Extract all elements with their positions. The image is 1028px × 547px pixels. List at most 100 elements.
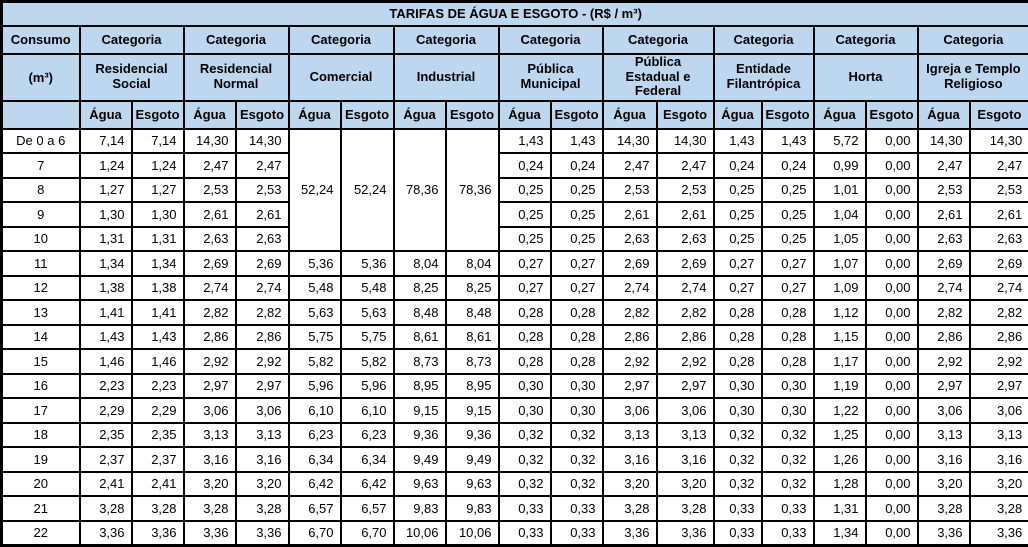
value-cell: 0,24 bbox=[497, 152, 552, 179]
value-cell: 0,28 bbox=[549, 348, 604, 375]
value-cell: 2,35 bbox=[78, 421, 133, 449]
value-cell: 14,30 bbox=[916, 127, 971, 154]
value-cell: 8,73 bbox=[444, 348, 500, 375]
consumo-cell: 20 bbox=[0, 470, 81, 498]
value-cell: 3,36 bbox=[78, 519, 133, 547]
value-cell: 0,30 bbox=[549, 397, 604, 424]
value-cell: 0,28 bbox=[712, 299, 763, 326]
table-row: 21 3,28 3,28 3,28 3,28 6,57 6,57 9,83 9,83 0,33 0,… bbox=[0, 495, 1028, 522]
value-cell: 0,32 bbox=[760, 421, 815, 449]
value-cell: 0,27 bbox=[760, 250, 815, 277]
agua-header-cell-1: Água bbox=[182, 99, 237, 130]
consumo-cell: 11 bbox=[0, 250, 81, 277]
value-cell: 0,32 bbox=[549, 470, 604, 498]
table-row: 9 1,30 1,30 2,61 2,61 0,25 0,25 2,61 2,61 0,25 0,2… bbox=[0, 201, 1028, 228]
consumo-cell: 22 bbox=[0, 519, 81, 547]
value-cell: 6,10 bbox=[339, 397, 395, 424]
consumo-unit-cell: (m³) bbox=[0, 52, 81, 102]
value-cell: 3,36 bbox=[234, 519, 290, 547]
value-cell: 2,23 bbox=[130, 372, 185, 400]
corner-empty-cell bbox=[0, 99, 81, 130]
value-cell: 2,63 bbox=[182, 225, 237, 253]
value-cell: 0,33 bbox=[712, 519, 763, 547]
value-cell: 0,33 bbox=[497, 495, 552, 522]
value-cell: 9,15 bbox=[392, 397, 447, 424]
value-cell: 2,35 bbox=[130, 421, 185, 449]
value-cell: 1,43 bbox=[712, 127, 763, 154]
value-cell: 2,82 bbox=[968, 299, 1028, 326]
value-cell: 8,48 bbox=[392, 299, 447, 326]
value-cell: 2,53 bbox=[968, 176, 1028, 204]
value-cell: 3,36 bbox=[601, 519, 658, 547]
category-name-cell-5: Pública Estadual e Federal bbox=[601, 52, 715, 102]
value-cell: 2,61 bbox=[968, 201, 1028, 228]
value-cell: 14,30 bbox=[182, 127, 237, 154]
value-cell: 3,06 bbox=[655, 397, 715, 424]
value-cell: 1,46 bbox=[130, 348, 185, 375]
value-cell: 0,00 bbox=[864, 299, 919, 326]
value-cell: 8,25 bbox=[444, 274, 500, 302]
value-cell: 1,24 bbox=[78, 152, 133, 179]
category-name-cell-8: Igreja e Templo Religioso bbox=[916, 52, 1028, 102]
consumo-cell: 19 bbox=[0, 446, 81, 473]
value-cell: 9,49 bbox=[392, 446, 447, 473]
value-cell: 8,95 bbox=[392, 372, 447, 400]
value-cell: 3,36 bbox=[916, 519, 971, 547]
value-cell: 2,82 bbox=[601, 299, 658, 326]
value-cell: 3,13 bbox=[234, 421, 290, 449]
consumo-cell: De 0 a 6 bbox=[0, 127, 81, 154]
value-cell: 2,86 bbox=[655, 323, 715, 351]
esgoto-header-cell-0: Esgoto bbox=[130, 99, 185, 130]
agua-header-cell-2: Água bbox=[287, 99, 342, 130]
value-cell: 1,30 bbox=[130, 201, 185, 228]
table-row: 18 2,35 2,35 3,13 3,13 6,23 6,23 9,36 9,36 0,32 0,… bbox=[0, 421, 1028, 449]
value-cell: 2,86 bbox=[182, 323, 237, 351]
value-cell: 8,04 bbox=[392, 250, 447, 277]
value-cell: 0,00 bbox=[864, 274, 919, 302]
value-cell: 2,47 bbox=[234, 152, 290, 179]
consumo-cell: 18 bbox=[0, 421, 81, 449]
value-cell: 1,41 bbox=[130, 299, 185, 326]
value-cell: 0,32 bbox=[760, 470, 815, 498]
table-row: 15 1,46 1,46 2,92 2,92 5,82 5,82 8,73 8,73 0,28 0,… bbox=[0, 348, 1028, 375]
category-name-cell-2: Comercial bbox=[287, 52, 395, 102]
value-cell: 0,30 bbox=[712, 397, 763, 424]
value-cell: 2,82 bbox=[655, 299, 715, 326]
value-cell: 14,30 bbox=[968, 127, 1028, 154]
value-cell: 2,47 bbox=[182, 152, 237, 179]
value-cell: 3,13 bbox=[916, 421, 971, 449]
value-cell: 2,74 bbox=[182, 274, 237, 302]
value-cell: 2,63 bbox=[601, 225, 658, 253]
value-cell: 2,63 bbox=[234, 225, 290, 253]
value-cell: 2,47 bbox=[968, 152, 1028, 179]
value-cell: 2,23 bbox=[78, 372, 133, 400]
value-cell: 0,00 bbox=[864, 323, 919, 351]
value-cell: 2,97 bbox=[601, 372, 658, 400]
value-cell: 3,16 bbox=[234, 446, 290, 473]
value-cell: 9,49 bbox=[444, 446, 500, 473]
value-cell: 0,28 bbox=[497, 299, 552, 326]
value-cell: 0,25 bbox=[712, 201, 763, 228]
consumo-cell: 21 bbox=[0, 495, 81, 522]
consumo-header-cell: Consumo bbox=[0, 24, 81, 55]
category-name-cell-7: Horta bbox=[812, 52, 919, 102]
value-cell: 0,25 bbox=[497, 201, 552, 228]
categoria-header-cell-7: Categoria bbox=[812, 24, 919, 55]
agua-header-cell-3: Água bbox=[392, 99, 447, 130]
value-cell: 3,20 bbox=[968, 470, 1028, 498]
value-cell: 2,61 bbox=[916, 201, 971, 228]
value-cell: 5,75 bbox=[339, 323, 395, 351]
value-cell: 2,82 bbox=[234, 299, 290, 326]
value-cell: 0,25 bbox=[760, 201, 815, 228]
value-cell: 14,30 bbox=[234, 127, 290, 154]
value-cell: 0,32 bbox=[497, 446, 552, 473]
value-cell: 1,25 bbox=[812, 421, 867, 449]
value-cell: 0,00 bbox=[864, 348, 919, 375]
value-cell: 0,27 bbox=[549, 274, 604, 302]
value-cell: 2,97 bbox=[182, 372, 237, 400]
value-cell: 0,00 bbox=[864, 519, 919, 547]
value-cell: 0,00 bbox=[864, 397, 919, 424]
value-cell: 0,27 bbox=[497, 250, 552, 277]
value-cell: 5,63 bbox=[287, 299, 342, 326]
value-cell: 0,33 bbox=[549, 495, 604, 522]
